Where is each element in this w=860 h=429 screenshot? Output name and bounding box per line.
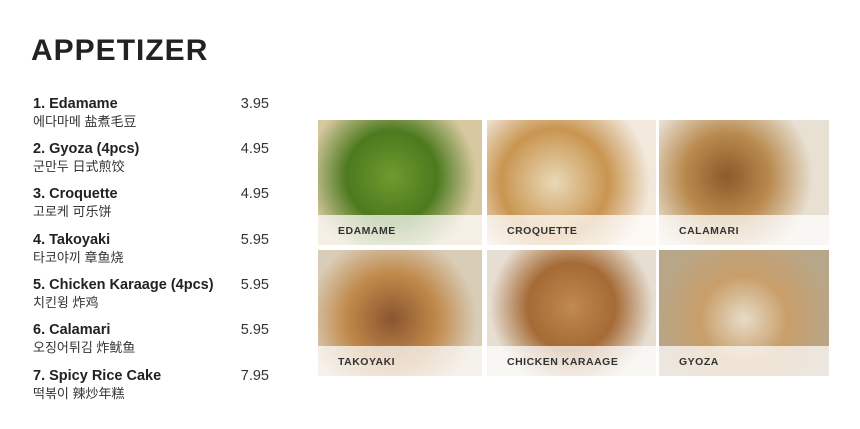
food-photo-tile: TAKOYAKI	[318, 250, 482, 376]
item-row: 2. Gyoza (4pcs) 4.95	[33, 140, 269, 158]
photo-label: GYOZA	[679, 356, 719, 368]
label-band	[318, 346, 482, 376]
item-row: 5. Chicken Karaage (4pcs) 5.95	[33, 276, 269, 294]
item-price: 7.95	[240, 368, 269, 384]
photo-label: TAKOYAKI	[338, 356, 396, 368]
item-name: 6. Calamari	[33, 322, 111, 338]
photo-label: EDAMAME	[338, 225, 396, 237]
item-translation: 에다마메 盐煮毛豆	[33, 114, 137, 129]
item-row: 4. Takoyaki 5.95	[33, 231, 269, 249]
item-translation: 고로케 可乐饼	[33, 204, 112, 219]
menu-item: 3. Croquette 4.95 고로케 可乐饼	[33, 185, 269, 221]
item-price: 5.95	[240, 322, 269, 338]
item-price: 5.95	[240, 232, 269, 248]
item-row: 1. Edamame 3.95	[33, 95, 269, 113]
food-photo-tile: CHICKEN KARAAGE	[487, 250, 656, 376]
item-translation: 오징어튀김 炸鱿鱼	[33, 340, 136, 355]
photo-label: CROQUETTE	[507, 225, 578, 237]
item-name: 4. Takoyaki	[33, 232, 111, 248]
label-band	[659, 346, 829, 376]
photo-label: CHICKEN KARAAGE	[507, 356, 619, 368]
item-price: 5.95	[240, 277, 269, 293]
item-price: 3.95	[240, 96, 269, 112]
menu-title: APPETIZER	[31, 34, 209, 67]
item-translation: 떡볶이 辣炒年糕	[33, 386, 125, 401]
menu-item: 4. Takoyaki 5.95 타코야끼 章鱼烧	[33, 231, 269, 267]
item-translation: 치킨윙 炸鸡	[33, 295, 99, 310]
item-name: 2. Gyoza (4pcs)	[33, 141, 140, 157]
item-row: 3. Croquette 4.95	[33, 185, 269, 203]
photo-label: CALAMARI	[679, 225, 739, 237]
menu-item: 2. Gyoza (4pcs) 4.95 군만두 日式煎饺	[33, 140, 269, 176]
item-name: 3. Croquette	[33, 186, 118, 202]
item-translation: 타코야끼 章鱼烧	[33, 250, 124, 265]
menu-item: 6. Calamari 5.95 오징어튀김 炸鱿鱼	[33, 321, 269, 357]
item-row: 7. Spicy Rice Cake 7.95	[33, 367, 269, 385]
food-photo-tile: CALAMARI	[659, 120, 829, 245]
item-name: 1. Edamame	[33, 96, 118, 112]
item-price: 4.95	[240, 141, 269, 157]
label-band	[318, 215, 482, 245]
item-name: 5. Chicken Karaage (4pcs)	[33, 277, 214, 293]
food-photo-tile: CROQUETTE	[487, 120, 656, 245]
menu-item: 7. Spicy Rice Cake 7.95 떡볶이 辣炒年糕	[33, 367, 269, 403]
food-photo-tile: EDAMAME	[318, 120, 482, 245]
label-band	[487, 346, 656, 376]
item-translation: 군만두 日式煎饺	[33, 159, 125, 174]
item-row: 6. Calamari 5.95	[33, 321, 269, 339]
menu-item: 1. Edamame 3.95 에다마메 盐煮毛豆	[33, 95, 269, 131]
label-band	[659, 215, 829, 245]
item-price: 4.95	[240, 186, 269, 202]
item-name: 7. Spicy Rice Cake	[33, 368, 162, 384]
food-photo-tile: GYOZA	[659, 250, 829, 376]
label-band	[487, 215, 656, 245]
menu-item: 5. Chicken Karaage (4pcs) 5.95 치킨윙 炸鸡	[33, 276, 269, 312]
